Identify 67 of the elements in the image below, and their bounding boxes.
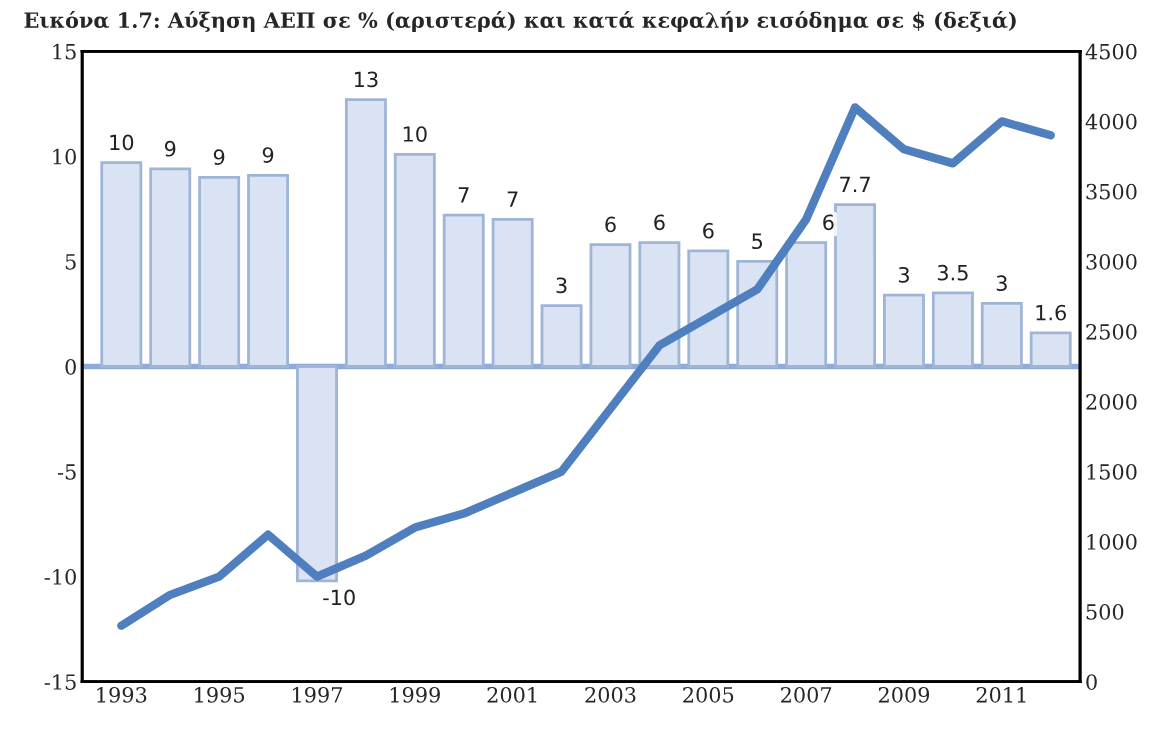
bar: [687, 249, 730, 368]
data-label: 10: [403, 126, 427, 142]
bar: [834, 203, 877, 368]
y-tick-label: 5: [65, 254, 76, 270]
data-label: 9: [164, 140, 176, 157]
x-tick-label: 2003: [585, 686, 636, 703]
bar: [589, 243, 632, 368]
y-tick-label: -10: [44, 569, 76, 585]
y2-tick-label: 1000: [1087, 534, 1137, 550]
y-tick-label: 10: [53, 148, 76, 165]
y2-tick-label: 500: [1086, 604, 1124, 620]
y-tick-label: -5: [57, 464, 76, 480]
data-label: 3: [556, 277, 567, 294]
y-tick-label: 15: [53, 43, 76, 60]
data-label: 10: [110, 134, 134, 151]
y2-tick-label: 1500: [1087, 464, 1137, 480]
bar: [100, 161, 143, 368]
data-label: 3: [996, 275, 1007, 292]
bar: [1029, 331, 1072, 368]
y-tick-label: 0: [65, 358, 76, 375]
bar: [785, 241, 828, 368]
data-label: -10: [323, 589, 355, 606]
data-label: 6: [605, 216, 616, 233]
chart-title: Εικόνα 1.7: Αύξηση ΑΕΠ σε % (αριστερά) και κατά κεφαλήν εισόδημα σε $ (δεξιά): [24, 11, 1016, 32]
y2-tick-label: 4500: [1085, 43, 1137, 60]
bar: [491, 218, 534, 368]
data-label: 7: [458, 187, 469, 203]
bar: [198, 176, 241, 368]
data-label: 1.6: [1036, 304, 1066, 321]
bar: [883, 293, 925, 368]
data-label: 7: [507, 191, 518, 207]
x-tick-label: 2001: [487, 686, 537, 703]
bar: [540, 304, 583, 368]
data-label: 5: [752, 233, 763, 250]
data-label: 9: [213, 149, 225, 166]
y2-tick-label: 3500: [1086, 183, 1137, 200]
bar: [149, 167, 192, 368]
y-tick-label: -15: [44, 674, 76, 690]
y2-tick-label: 2000: [1086, 393, 1137, 410]
y2-tick-label: 2500: [1086, 323, 1137, 340]
x-tick-label: 2005: [683, 686, 734, 703]
bar: [638, 241, 681, 368]
data-label: 7.7: [840, 176, 870, 193]
data-label: 3: [898, 266, 909, 283]
data-label: 6: [654, 214, 665, 231]
data-label: 6: [703, 222, 714, 239]
x-tick-label: 2007: [781, 686, 832, 703]
x-tick-label: 1993: [97, 686, 147, 703]
x-tick-label: 2009: [878, 686, 930, 703]
x-tick-label: 1999: [390, 686, 440, 703]
bar: [393, 152, 436, 368]
bar: [344, 98, 387, 368]
x-tick-label: 1997: [293, 686, 342, 703]
bar: [980, 302, 1023, 368]
data-label: 6: [823, 214, 834, 231]
bar: [442, 213, 485, 368]
data-label: 9: [262, 147, 274, 163]
bar: [931, 291, 974, 368]
y2-tick-label: 0: [1086, 674, 1097, 690]
y2-tick-label: 4000: [1085, 113, 1137, 130]
x-tick-label: 2011: [976, 686, 1026, 703]
x-tick-label: 1995: [195, 686, 245, 703]
y2-tick-label: 3000: [1086, 253, 1137, 270]
data-label: 3.5: [937, 264, 968, 281]
data-label: 13: [354, 71, 378, 88]
bar: [296, 365, 338, 583]
bar: [247, 173, 290, 368]
